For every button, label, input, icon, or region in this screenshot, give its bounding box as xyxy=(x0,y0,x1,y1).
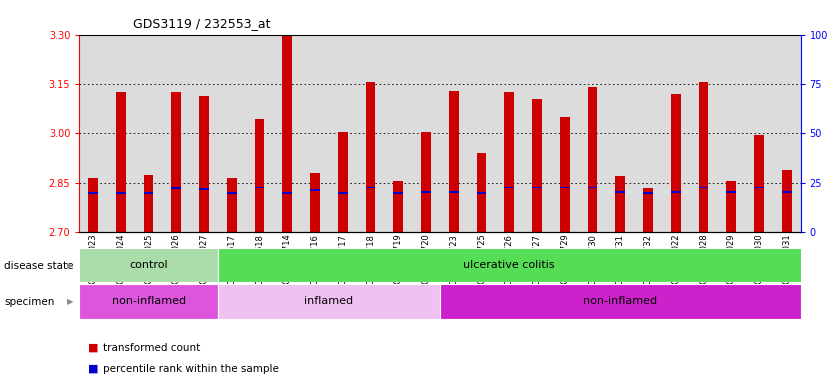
Bar xyxy=(172,92,181,232)
Text: ulcerative colitis: ulcerative colitis xyxy=(464,260,555,270)
Bar xyxy=(421,132,431,232)
Bar xyxy=(199,96,209,232)
Bar xyxy=(643,192,653,194)
Text: inflamed: inflamed xyxy=(304,296,354,306)
Bar xyxy=(588,187,597,189)
Bar xyxy=(116,192,126,194)
Bar xyxy=(477,192,486,194)
Bar xyxy=(449,91,459,232)
Bar xyxy=(254,119,264,232)
Text: GDS3119 / 232553_at: GDS3119 / 232553_at xyxy=(133,17,271,30)
Bar xyxy=(726,181,736,232)
Bar xyxy=(88,192,98,194)
Bar xyxy=(394,192,403,194)
Bar xyxy=(782,191,791,193)
Text: disease state: disease state xyxy=(4,261,73,271)
Bar xyxy=(143,192,153,194)
Bar xyxy=(254,187,264,189)
Bar xyxy=(218,248,801,282)
Bar xyxy=(338,192,348,194)
Bar xyxy=(283,36,292,232)
Text: transformed count: transformed count xyxy=(103,343,200,353)
Text: non-inflamed: non-inflamed xyxy=(112,296,186,306)
Bar xyxy=(172,187,181,189)
Bar xyxy=(588,87,597,232)
Bar xyxy=(227,192,237,194)
Text: non-inflamed: non-inflamed xyxy=(583,296,657,306)
Text: specimen: specimen xyxy=(4,297,54,307)
Bar xyxy=(218,284,440,319)
Bar xyxy=(699,82,708,232)
Bar xyxy=(615,191,626,193)
Bar xyxy=(449,191,459,193)
Bar xyxy=(283,192,292,194)
Bar xyxy=(754,187,764,189)
Text: ▶: ▶ xyxy=(67,261,73,270)
Bar xyxy=(79,248,218,282)
Bar xyxy=(726,191,736,193)
Bar xyxy=(754,135,764,232)
Bar xyxy=(560,187,570,189)
Bar xyxy=(505,187,514,189)
Bar xyxy=(310,189,320,191)
Text: ■: ■ xyxy=(88,343,98,353)
Bar xyxy=(671,191,681,193)
Bar xyxy=(421,191,431,193)
Bar xyxy=(310,173,320,232)
Bar xyxy=(440,284,801,319)
Bar xyxy=(505,92,514,232)
Bar xyxy=(394,181,403,232)
Bar xyxy=(782,170,791,232)
Bar xyxy=(143,175,153,232)
Bar xyxy=(615,176,626,232)
Bar xyxy=(671,94,681,232)
Bar xyxy=(79,284,218,319)
Bar xyxy=(338,132,348,232)
Bar xyxy=(532,99,542,232)
Text: control: control xyxy=(129,260,168,270)
Bar xyxy=(366,187,375,189)
Bar xyxy=(532,187,542,189)
Text: percentile rank within the sample: percentile rank within the sample xyxy=(103,364,279,374)
Bar xyxy=(699,187,708,189)
Bar xyxy=(560,117,570,232)
Bar xyxy=(227,178,237,232)
Bar xyxy=(643,188,653,232)
Bar xyxy=(116,92,126,232)
Bar xyxy=(88,178,98,232)
Text: ■: ■ xyxy=(88,364,98,374)
Text: ▶: ▶ xyxy=(67,297,73,306)
Bar xyxy=(477,153,486,232)
Bar xyxy=(199,188,209,190)
Bar xyxy=(366,82,375,232)
